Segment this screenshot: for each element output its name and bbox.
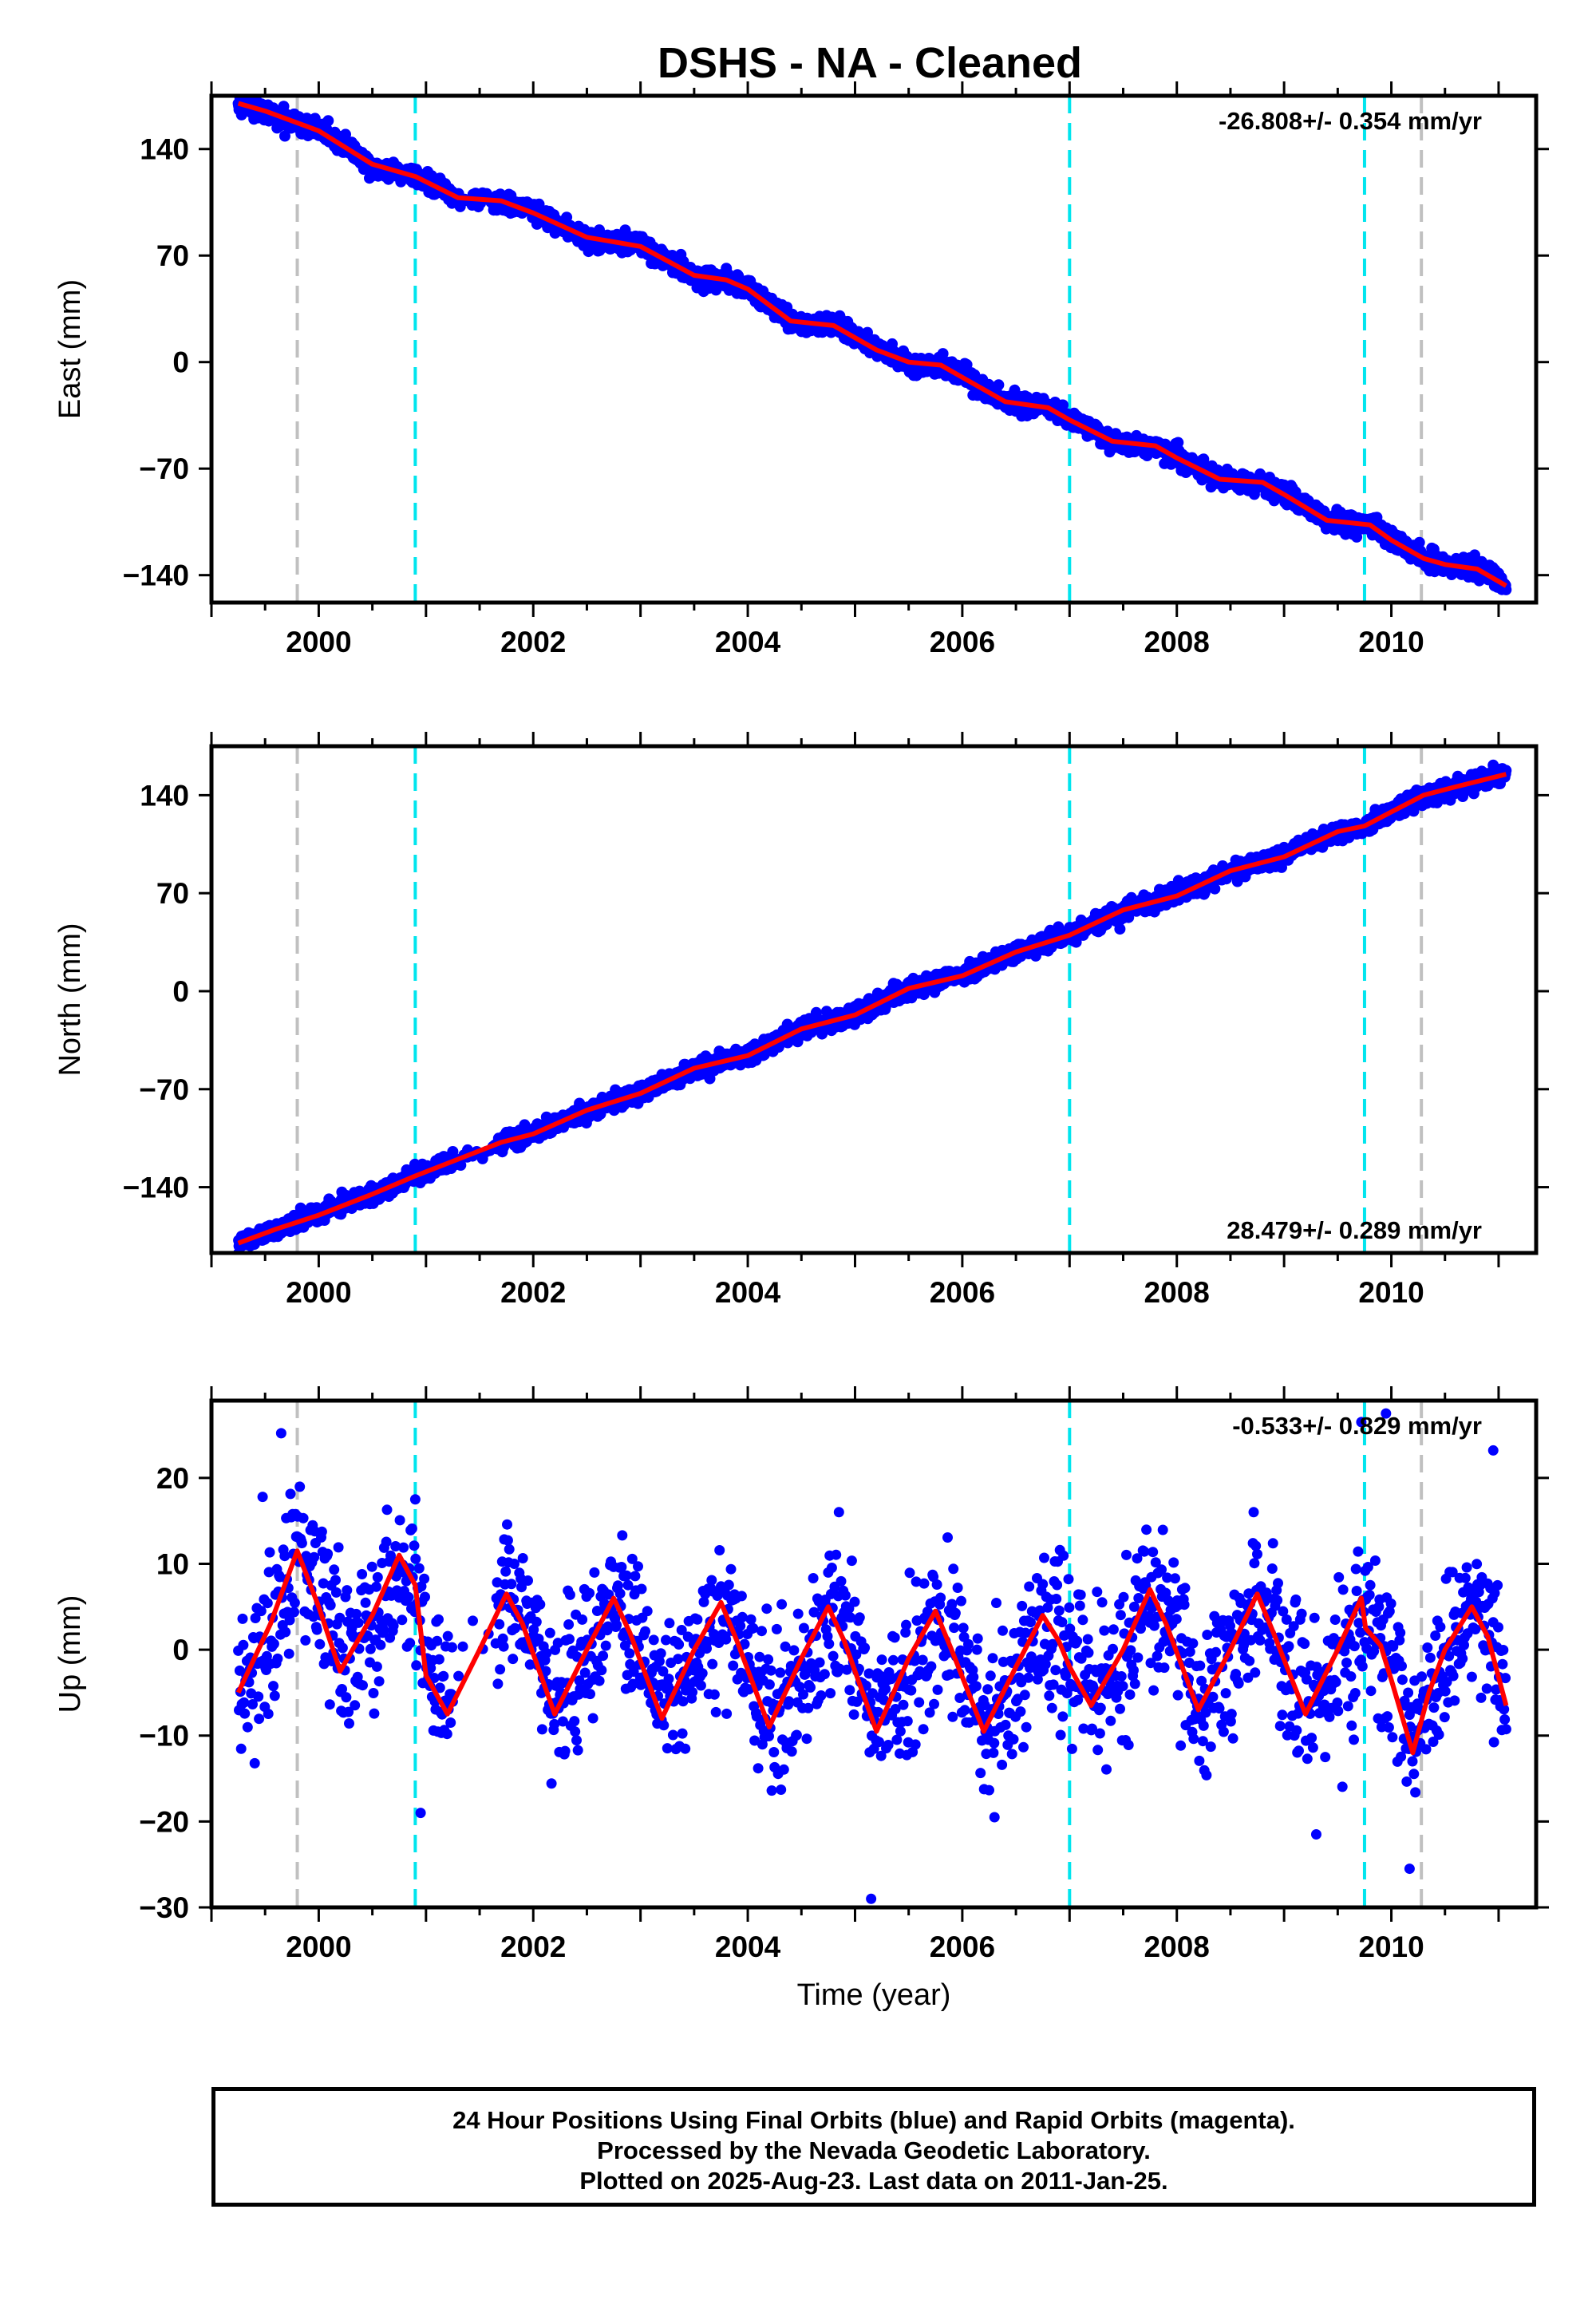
east-model-line — [237, 101, 1507, 588]
east-y-axis-label: East (mm) — [53, 279, 87, 419]
east-data-point — [340, 128, 351, 140]
east-axes-frame — [209, 93, 1539, 605]
east-x-tick-label: 2000 — [286, 626, 351, 658]
east-y-tick-label: −140 — [123, 559, 189, 592]
east-data-point — [937, 348, 949, 360]
east-data-point — [961, 358, 973, 370]
east-data-points — [232, 96, 1512, 595]
east-data-point — [480, 188, 492, 200]
figure-title: DSHS - NA - Cleaned — [658, 39, 1082, 87]
north-data-point — [455, 1160, 467, 1171]
east-x-tick-label: 2010 — [1358, 626, 1424, 658]
east-x-tick-label: 2002 — [500, 626, 566, 658]
panel-north: 2000 2002 2004 2006 2008 2010−140−70070140Nor… — [53, 732, 1549, 1309]
east-data-point — [1500, 583, 1512, 595]
east-data-point — [322, 115, 334, 127]
east-x-tick-label: 2006 — [930, 626, 995, 658]
east-x-tick-label: 2008 — [1144, 626, 1210, 658]
east-y-tick-label: −70 — [139, 453, 189, 485]
panel-east: 2000 2002 2004 2006 2008 2010 −140 −70 0 70 140 Eas… — [53, 81, 1549, 658]
east-y-tick-label: 140 — [140, 133, 189, 166]
east-y-tick-label: 70 — [156, 239, 189, 272]
north-plot-area — [232, 746, 1512, 1253]
east-data-point — [993, 379, 1005, 391]
north-data-points — [232, 759, 1512, 1253]
east-x-tick-label: 2004 — [715, 626, 781, 658]
north-data-point — [447, 1146, 459, 1157]
east-data-point — [1413, 536, 1425, 548]
east-velocity-label: -26.808+/- 0.354 mm/yr — [1219, 107, 1482, 135]
east-y-tick-label: 0 — [172, 346, 189, 379]
east-data-point — [279, 130, 290, 142]
east-plot-area — [232, 96, 1512, 603]
